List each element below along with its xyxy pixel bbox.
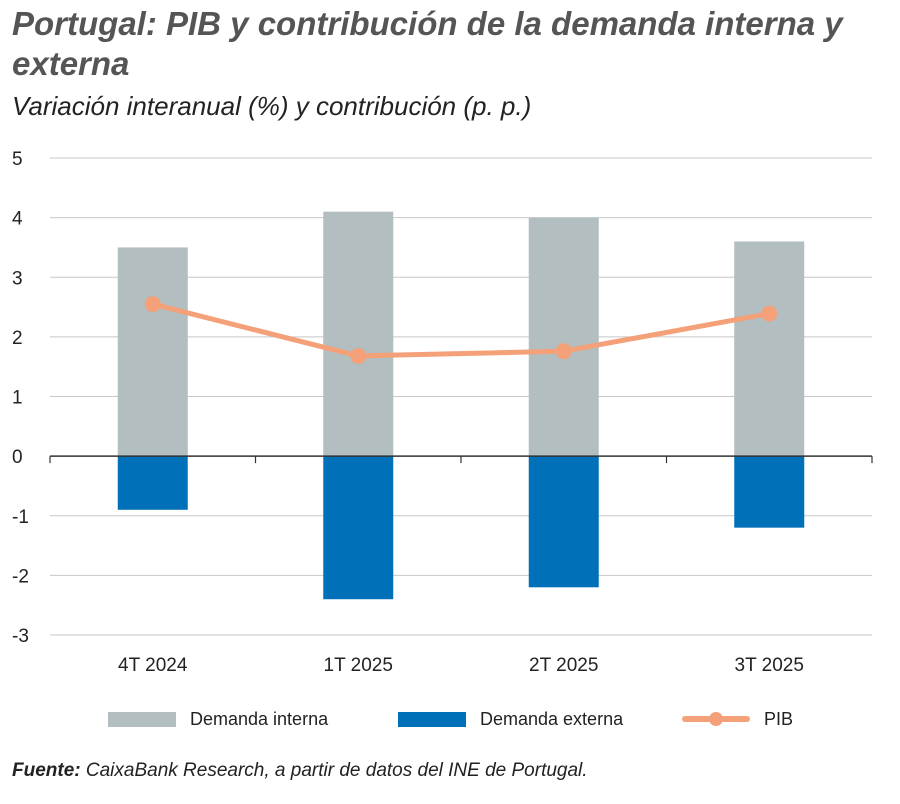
pib-point [350, 347, 367, 364]
pib-line [150, 301, 772, 359]
source-text: CaixaBank Research, a partir de datos de… [80, 760, 588, 781]
source-label: Fuente: [12, 760, 81, 781]
bar-demanda-externa [323, 456, 394, 600]
legend-item-demanda-externa: Demanda externa [398, 704, 623, 734]
y-tick-label: 3 [12, 268, 23, 289]
x-tick-label: 4T 2024 [118, 655, 188, 676]
chart-title: Portugal: PIB y contribución de la deman… [12, 5, 843, 82]
legend-item-demanda-interna: Demanda interna [108, 704, 328, 734]
bar-demanda-interna [117, 247, 188, 457]
y-tick-label: 0 [12, 447, 23, 468]
legend-label-demanda-externa: Demanda externa [480, 708, 624, 729]
bar-demanda-externa [117, 456, 188, 510]
pib-point [555, 343, 572, 360]
y-tick-label: -3 [12, 626, 29, 647]
y-tick-label: 5 [12, 149, 23, 170]
pib-point [144, 296, 161, 313]
legend-swatch-pib [682, 704, 750, 734]
legend-label-demanda-interna: Demanda interna [190, 708, 329, 729]
legend-swatch-demanda-externa [398, 711, 466, 727]
x-tick-label: 2T 2025 [529, 655, 598, 676]
legend-label-pib: PIB [764, 708, 794, 729]
legend-swatch-demanda-interna [108, 711, 176, 727]
x-tick-label: 1T 2025 [324, 655, 393, 676]
bar-demanda-externa [734, 456, 805, 528]
bar-demanda-interna [734, 241, 805, 457]
source-note: Fuente: CaixaBank Research, a partir de … [12, 760, 588, 782]
y-tick-label: 2 [12, 328, 23, 349]
y-tick-label: -2 [12, 566, 29, 587]
y-tick-label: -1 [12, 507, 29, 528]
chart-legend: Demanda interna Demanda externa PIB [0, 704, 900, 734]
chart-plot: 5 4 3 2 1 0 -1 -2 -3 4T 2024 1T 2025 2T 2025 3T 2025 [12, 149, 873, 676]
y-tick-label: 4 [12, 209, 23, 230]
chart-subtitle: Variación interanual (%) y contribución … [12, 91, 532, 121]
pib-point [761, 305, 778, 322]
x-tick-label: 3T 2025 [735, 655, 804, 676]
bar-demanda-interna [528, 217, 599, 457]
legend-item-pib: PIB [682, 704, 793, 734]
bar-demanda-interna [323, 211, 394, 457]
bar-demanda-externa [528, 456, 599, 588]
y-tick-label: 1 [12, 388, 23, 409]
